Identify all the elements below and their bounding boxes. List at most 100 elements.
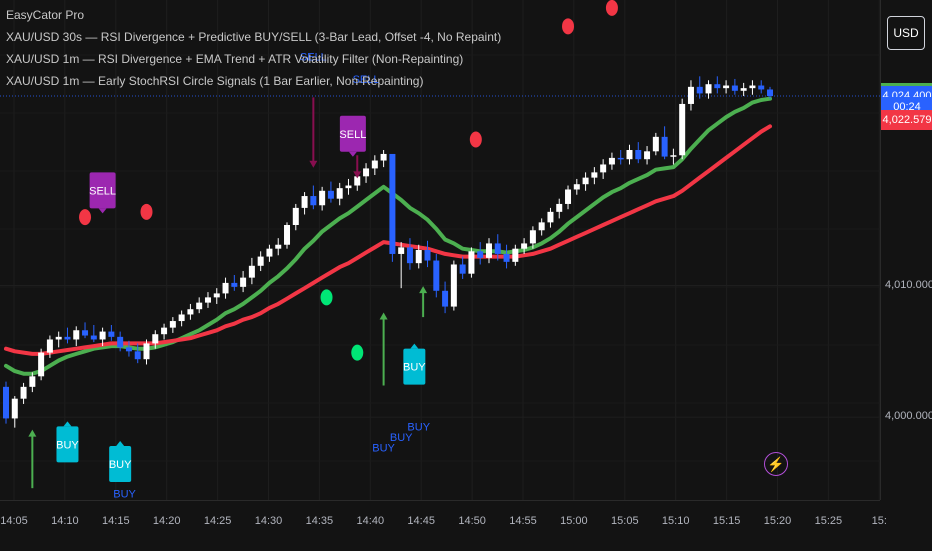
candle bbox=[661, 126, 668, 160]
candle bbox=[749, 80, 756, 95]
candle bbox=[55, 331, 62, 348]
candle-body bbox=[608, 157, 615, 165]
buy-label-pointer bbox=[63, 421, 72, 427]
candle bbox=[222, 277, 229, 299]
currency-button[interactable]: USD bbox=[887, 16, 925, 50]
candle bbox=[204, 292, 211, 308]
time-tick-label: 14:45 bbox=[407, 515, 435, 527]
candle-body bbox=[257, 256, 264, 266]
sell-label: SELL bbox=[339, 115, 366, 157]
time-tick-label: 15:15 bbox=[712, 515, 741, 527]
candle-body bbox=[617, 157, 624, 160]
chart-area[interactable]: BUY BUY SELL SELL BUY SELL SELL BUY BUY BUY BUY Ea… bbox=[0, 0, 880, 500]
candle-body bbox=[143, 343, 150, 360]
candle-body bbox=[477, 251, 484, 258]
candle bbox=[257, 251, 264, 272]
candle bbox=[398, 242, 405, 289]
candle-body bbox=[494, 243, 501, 254]
candle bbox=[740, 82, 747, 97]
candle-body bbox=[679, 103, 686, 156]
signal-text: SELL bbox=[300, 52, 327, 64]
legend-indicator-3[interactable]: XAU/USD 1m — Early StochRSI Circle Signa… bbox=[6, 74, 424, 88]
candle-body bbox=[687, 86, 694, 104]
sell-label-pointer bbox=[98, 208, 107, 214]
time-tick-label: 14:50 bbox=[458, 515, 486, 527]
candle bbox=[494, 234, 501, 261]
candle-body bbox=[538, 222, 545, 231]
signal-circle bbox=[469, 131, 482, 148]
candle bbox=[529, 226, 536, 249]
candle-body bbox=[275, 244, 282, 249]
candle-body bbox=[73, 330, 80, 340]
candle-body bbox=[327, 190, 334, 199]
candle bbox=[125, 340, 132, 357]
candle-body bbox=[187, 309, 194, 315]
time-tick-label: 14:20 bbox=[152, 515, 181, 527]
candle-body bbox=[503, 253, 510, 262]
signal-text: SELL bbox=[353, 74, 380, 86]
candle-body bbox=[213, 293, 220, 298]
arrow-down-head bbox=[309, 160, 318, 168]
legend-indicator-2[interactable]: XAU/USD 1m — RSI Divergence + EMA Trend … bbox=[6, 52, 464, 66]
candle-body bbox=[696, 86, 703, 94]
time-axis[interactable]: 14:05 14:10 14:15 14:20 14:25 14:30 14:35 14:40… bbox=[0, 500, 887, 551]
price-axis[interactable]: 4,010.0004,000.0004,024.5954,024.40000:2… bbox=[880, 0, 932, 500]
buy-label-box bbox=[56, 426, 79, 463]
candle-body bbox=[670, 155, 677, 157]
candle-body bbox=[222, 282, 229, 294]
time-tick-label: 15:00 bbox=[560, 515, 588, 527]
time-tick-label: 15: bbox=[871, 515, 887, 527]
candle bbox=[161, 323, 168, 340]
signal-circle bbox=[605, 0, 618, 16]
candle-body bbox=[714, 84, 721, 89]
candle bbox=[169, 317, 176, 333]
candle-body bbox=[758, 85, 765, 90]
candle bbox=[731, 78, 738, 95]
candle bbox=[608, 152, 615, 170]
candle-body bbox=[661, 136, 668, 157]
candle bbox=[11, 396, 18, 428]
candle bbox=[310, 185, 317, 210]
candle-body bbox=[196, 302, 203, 310]
time-tick-label: 15:20 bbox=[763, 515, 792, 527]
signal-text: BUY bbox=[390, 432, 413, 444]
candle bbox=[389, 153, 396, 262]
candle bbox=[406, 238, 413, 270]
candle bbox=[284, 222, 291, 249]
candle-body bbox=[319, 190, 326, 206]
time-tick-label: 14:10 bbox=[51, 515, 79, 527]
candle-body bbox=[55, 336, 62, 340]
candle-body bbox=[521, 243, 528, 249]
candle bbox=[240, 271, 247, 293]
candle-body bbox=[108, 331, 115, 337]
signal-text: BUY bbox=[113, 488, 136, 500]
buy-label-text: BUY bbox=[109, 459, 132, 471]
candle bbox=[503, 244, 510, 269]
candle bbox=[758, 80, 765, 94]
legend-indicator-1[interactable]: XAU/USD 30s — RSI Divergence + Predictiv… bbox=[6, 30, 502, 44]
candle-body bbox=[705, 84, 712, 94]
candle-body bbox=[82, 330, 89, 336]
legend-main-title[interactable]: EasyCator Pro bbox=[6, 8, 85, 22]
candle-body bbox=[354, 176, 361, 186]
candle-body bbox=[284, 225, 291, 245]
candle-body bbox=[529, 230, 536, 244]
candle bbox=[363, 163, 370, 183]
candle bbox=[556, 198, 563, 219]
candle bbox=[424, 240, 431, 268]
lightning-icon[interactable]: ⚡ bbox=[764, 452, 788, 476]
candle bbox=[670, 148, 677, 165]
candle bbox=[635, 142, 642, 164]
candle bbox=[600, 159, 607, 179]
time-tick-label: 15:05 bbox=[611, 515, 639, 527]
candle bbox=[64, 327, 71, 344]
sell-label-box bbox=[89, 172, 116, 209]
candle bbox=[573, 178, 580, 195]
candle-body bbox=[644, 151, 651, 160]
candle bbox=[442, 281, 449, 314]
candle-body bbox=[240, 277, 247, 287]
candle-body bbox=[635, 150, 642, 160]
signal-circle bbox=[79, 209, 92, 226]
